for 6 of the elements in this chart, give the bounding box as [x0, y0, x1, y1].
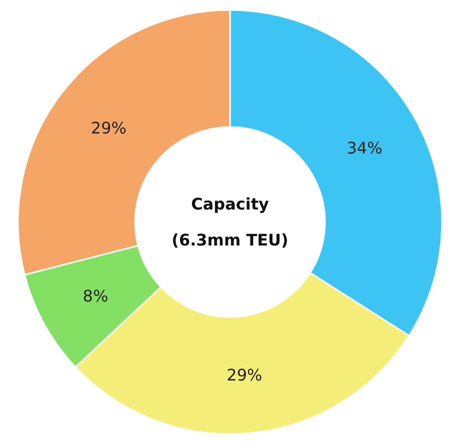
data-label: 8% [82, 286, 108, 306]
text: (6.3mm TEU) [172, 230, 288, 250]
text: Capacity [191, 194, 270, 214]
data-label: 29% [90, 118, 126, 138]
data-label: 34% [346, 138, 382, 158]
data-label: 29% [226, 365, 262, 384]
